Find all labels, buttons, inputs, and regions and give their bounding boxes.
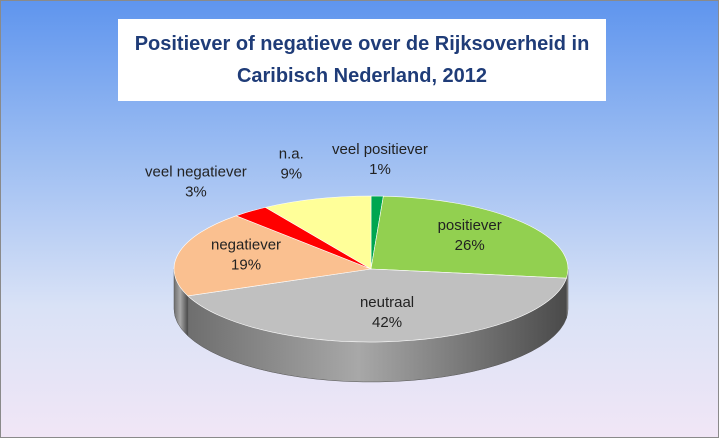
slice-label: n.a. 9% [279, 145, 304, 182]
slice-label: neutraal 42% [360, 294, 414, 331]
slice [370, 195, 569, 279]
category-label: neutraal [360, 294, 414, 311]
category-label: veel positiever [332, 141, 428, 158]
chart-title: Positiever of negatieve over de Rijksove… [118, 19, 606, 101]
category-label: veel negatiever [145, 163, 247, 180]
value-label: 19% [231, 257, 261, 274]
value-label: 1% [369, 161, 391, 178]
slice-label: negatiever 19% [211, 237, 281, 274]
slice-label: veel negatiever 3% [145, 163, 247, 200]
category-label: positiever [438, 217, 502, 234]
value-label: 26% [455, 237, 485, 254]
slice-label: veel positiever 1% [332, 141, 428, 178]
value-label: 9% [280, 165, 302, 182]
value-label: 42% [372, 314, 402, 331]
slice [264, 195, 372, 270]
category-label: n.a. [279, 145, 304, 162]
slice [173, 215, 373, 297]
category-label: negatiever [211, 237, 281, 254]
value-label: 3% [185, 183, 207, 200]
slice-label: positiever 26% [438, 217, 502, 254]
slice [187, 268, 567, 343]
